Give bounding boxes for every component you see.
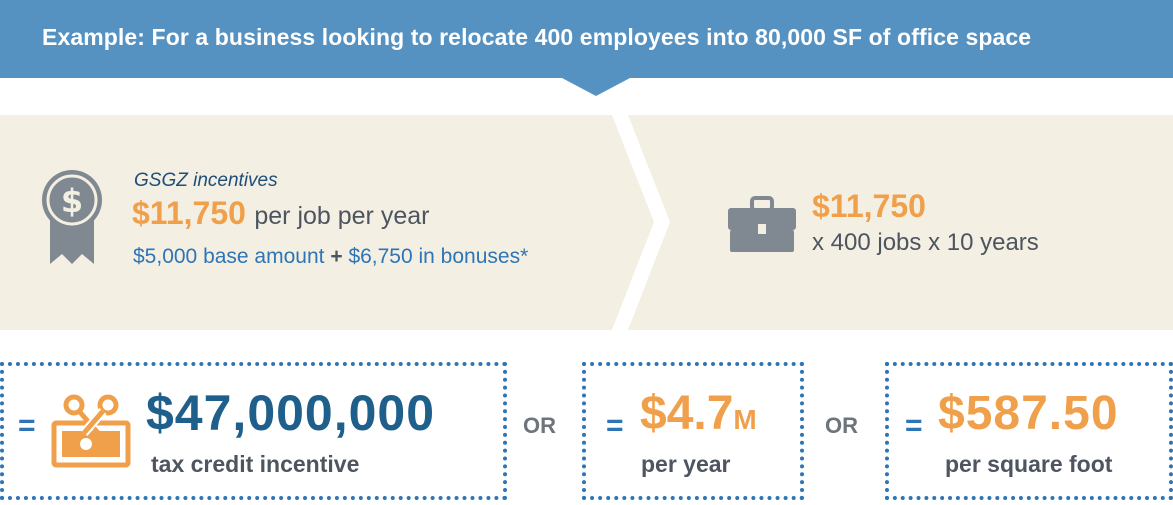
per-sf-value: $587.50 (938, 387, 1119, 440)
equals-sign-3: = (905, 409, 923, 442)
or-label-1: OR (523, 413, 556, 438)
annual-value-line: $4.7M (640, 386, 757, 441)
total-value: $47,000,000 (146, 385, 436, 441)
header-banner: Example: For a business looking to reloc… (0, 0, 1173, 78)
briefcase-icon (728, 196, 796, 252)
per-sf-caption: per square foot (945, 451, 1113, 477)
scissors-coupon-icon (51, 394, 131, 468)
calculation-detail: x 400 jobs x 10 years (812, 229, 1039, 256)
calculation-amount: $11,750 (812, 188, 926, 224)
incentive-amount-line: $11,750 per job per year (132, 195, 429, 232)
incentive-title: GSGZ incentives (134, 170, 278, 191)
equals-sign-2: = (606, 409, 624, 442)
annual-caption: per year (641, 451, 731, 477)
incentive-amount: $11,750 (132, 195, 246, 231)
annual-result-box (582, 362, 804, 500)
annual-value: $4.7 (640, 387, 734, 440)
equals-sign-1: = (18, 409, 36, 442)
plus-sign: + (330, 245, 343, 268)
banner-pointer (562, 78, 630, 96)
total-caption: tax credit incentive (151, 451, 360, 477)
incentive-panel-left (0, 115, 654, 330)
banner-title: Example: For a business looking to reloc… (42, 24, 1032, 50)
per-sf-result-box (885, 362, 1173, 500)
incentive-panels (0, 115, 1173, 330)
incentive-panel-right (628, 115, 1173, 330)
incentive-breakdown: $5,000 base amount + $6,750 in bonuses* (133, 245, 528, 269)
total-result-box (0, 362, 507, 500)
incentive-per-job-text: per job per year (254, 202, 430, 230)
award-ribbon-icon: $ (42, 170, 102, 264)
annual-unit: M (733, 404, 757, 435)
svg-text:$: $ (61, 182, 83, 220)
base-amount: $5,000 base amount (133, 245, 325, 268)
or-label-2: OR (825, 413, 858, 438)
bonus-amount: $6,750 in bonuses* (348, 245, 529, 268)
